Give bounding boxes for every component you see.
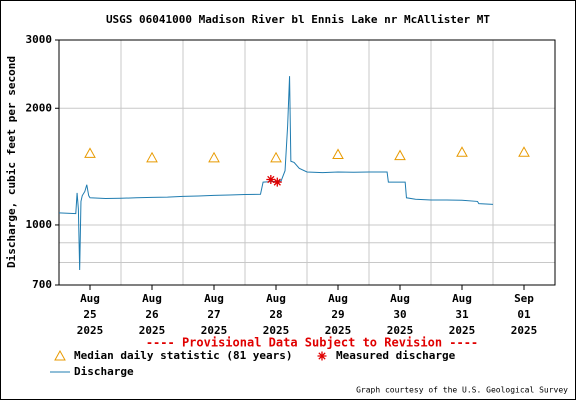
- plot-area: [58, 39, 556, 286]
- legend-label: Median daily statistic (81 years): [74, 349, 293, 362]
- y-tick-label: 2000: [26, 101, 53, 114]
- measured-marker: [272, 177, 282, 187]
- median-marker: [270, 151, 282, 163]
- legend-label: Discharge: [74, 365, 134, 378]
- chart-title: USGS 06041000 Madison River bl Ennis Lak…: [106, 13, 490, 26]
- legend-symbol: [54, 349, 66, 361]
- y-tick-label: 700: [32, 278, 52, 291]
- median-marker: [518, 146, 530, 157]
- x-tick-label: Aug 31 2025: [449, 292, 476, 337]
- x-tick-label: Aug 25 2025: [77, 292, 104, 337]
- x-tick-label: Aug 27 2025: [201, 292, 228, 337]
- median-marker: [146, 151, 158, 163]
- y-tick-label: 3000: [26, 33, 53, 46]
- y-axis-label: Discharge, cubic feet per second: [5, 56, 18, 268]
- median-marker: [208, 151, 220, 163]
- x-tick-label: Aug 26 2025: [139, 292, 166, 337]
- measured-marker: [266, 174, 276, 184]
- x-tick-label: Aug 29 2025: [325, 292, 352, 337]
- median-marker: [394, 149, 406, 161]
- y-tick-label: 1000: [26, 218, 53, 231]
- x-tick-label: Aug 28 2025: [263, 292, 290, 337]
- median-marker: [84, 147, 96, 158]
- median-marker: [332, 148, 344, 159]
- x-tick-label: Aug 30 2025: [387, 292, 414, 337]
- median-marker: [456, 146, 468, 157]
- credit: Graph courtesy of the U.S. Geological Su…: [356, 386, 568, 395]
- legend-label: Measured discharge: [336, 349, 456, 362]
- x-tick-label: Sep 01 2025: [511, 292, 538, 337]
- provisional-note: ---- Provisional Data Subject to Revisio…: [146, 336, 478, 350]
- legend-symbol: [317, 351, 327, 361]
